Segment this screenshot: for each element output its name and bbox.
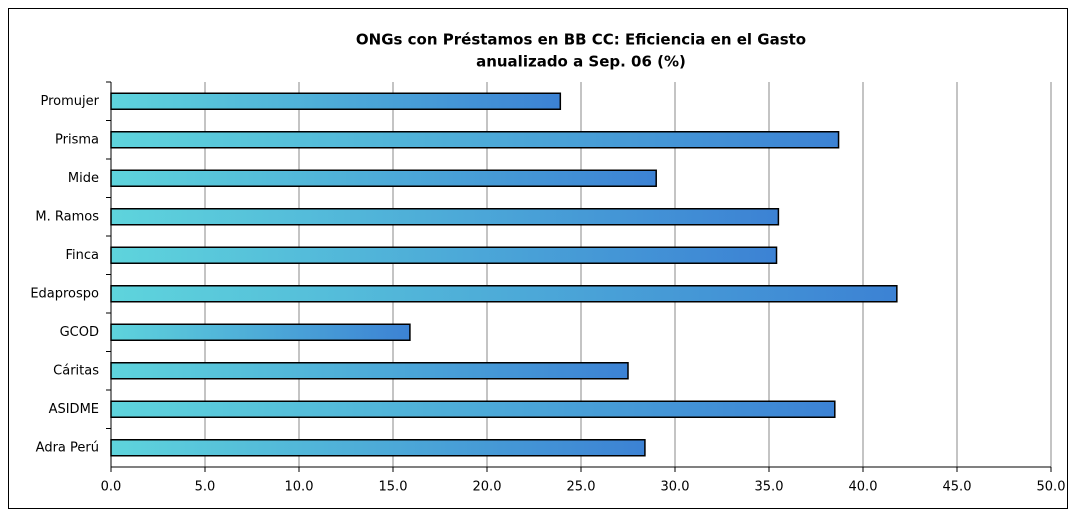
y-tick-label: ASIDME [49,402,99,417]
bar [110,246,778,264]
y-tick-label: Adra Perú [36,440,99,455]
x-tick-label: 50.0 [1037,480,1066,495]
bar [110,169,657,187]
bar [110,362,629,380]
x-tick-label: 35.0 [755,480,784,495]
y-tick-label: M. Ramos [35,209,99,224]
bar [110,131,840,149]
y-tick-label: Mide [68,171,99,186]
y-tick-label: GCOD [60,325,99,340]
y-tick-label: Prisma [55,132,99,147]
x-tick-label: 30.0 [661,480,690,495]
y-tick-label: Promujer [41,94,100,109]
bar [110,208,780,226]
chart-title: ONGs con Préstamos en BB CC: Eficiencia … [356,31,806,49]
y-tick-label: Cáritas [53,363,99,378]
y-tick-label: Finca [66,248,100,263]
x-tick-label: 5.0 [195,480,216,495]
x-tick-label: 45.0 [943,480,972,495]
bar [110,323,411,341]
y-tick-label: Edaprospo [30,286,99,301]
bar [110,92,562,110]
x-tick-label: 0.0 [101,480,122,495]
x-tick-label: 15.0 [379,480,408,495]
x-tick-label: 25.0 [567,480,596,495]
bar [110,285,898,303]
x-tick-label: 20.0 [473,480,502,495]
x-tick-label: 10.0 [285,480,314,495]
bar [110,439,646,457]
bar [110,400,836,418]
chart-title: anualizado a Sep. 06 (%) [476,53,686,71]
x-tick-label: 40.0 [849,480,878,495]
